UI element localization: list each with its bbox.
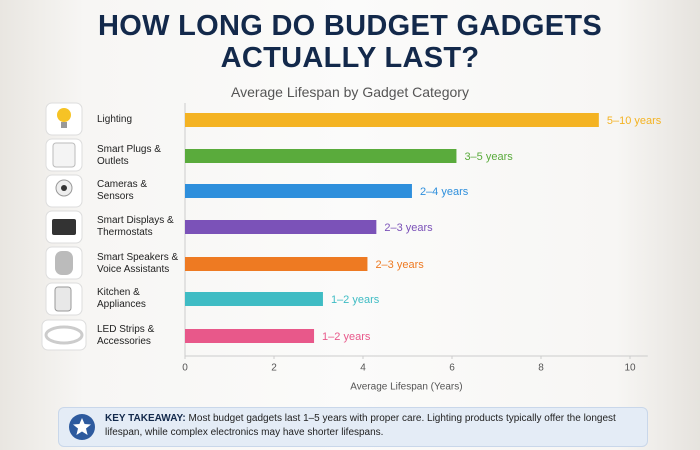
icons — [41, 102, 87, 351]
x-tick-label: 6 — [449, 363, 455, 374]
bar — [185, 149, 457, 163]
category-label: Lighting — [97, 114, 133, 125]
x-tick-label: 8 — [538, 363, 544, 374]
x-tick-label: 0 — [182, 363, 188, 374]
bar-label: 2–4 years — [420, 186, 469, 198]
takeaway-body: Most budget gadgets last 1–5 years with … — [105, 413, 616, 438]
bar — [185, 184, 412, 198]
bar — [185, 292, 323, 306]
bar — [185, 220, 377, 234]
bar — [185, 329, 315, 343]
category-label: Smart Speakers & Voice Assistants — [97, 252, 179, 275]
bar-label: 1–2 years — [331, 294, 380, 306]
bar-label: 2–3 years — [384, 222, 433, 234]
x-tick-label: 2 — [271, 363, 277, 374]
category-label: LED Strips & Accessories — [97, 324, 155, 347]
category-label: Kitchen & Appliances — [97, 287, 146, 310]
bar-label: 2–3 years — [375, 259, 424, 271]
bar-label: 5–10 years — [607, 115, 662, 127]
bar — [185, 257, 368, 271]
takeaway-box: KEY TAKEAWAY: Most budget gadgets last 1… — [58, 407, 648, 447]
takeaway-label: KEY TAKEAWAY: — [105, 413, 186, 424]
takeaway-text: KEY TAKEAWAY: Most budget gadgets last 1… — [105, 412, 635, 440]
x-tick-label: 10 — [624, 363, 636, 374]
bar-label: 1–2 years — [322, 331, 371, 343]
category-label: Cameras & Sensors — [97, 179, 148, 202]
category-label: Smart Displays & Thermostats — [97, 215, 174, 238]
subtitle: Average Lifespan by Gadget Category — [231, 84, 469, 100]
title: HOW LONG DO BUDGET GADGETS ACTUALLY LAST… — [97, 10, 602, 74]
bar-label: 3–5 years — [464, 151, 513, 163]
x-tick-label: 4 — [360, 363, 366, 374]
bar — [185, 113, 599, 127]
x-axis-title: Average Lifespan (Years) — [350, 382, 462, 393]
star-icon — [69, 414, 95, 440]
category-label: Smart Plugs & Outlets — [97, 144, 161, 167]
